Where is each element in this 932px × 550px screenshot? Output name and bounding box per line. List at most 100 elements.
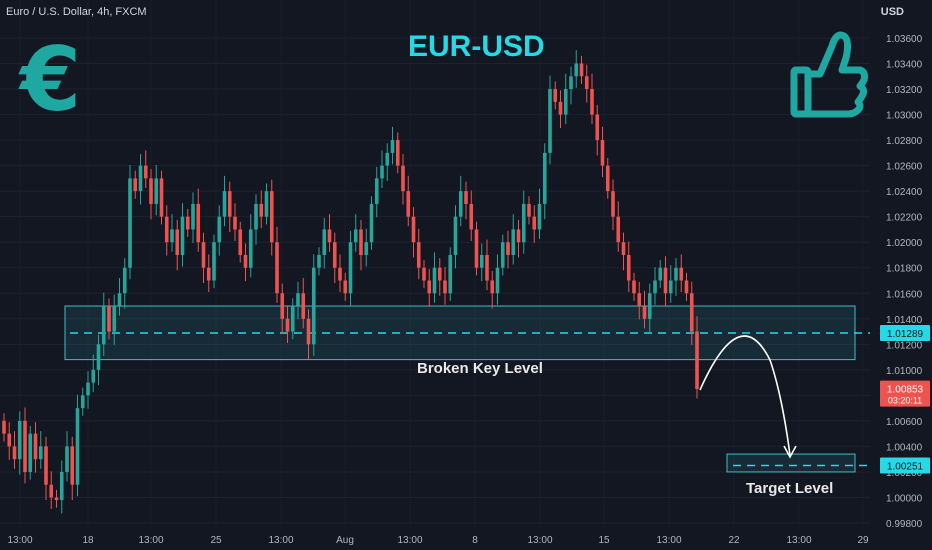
candle <box>432 267 437 294</box>
last-price-tag <box>880 380 930 407</box>
candle <box>2 420 6 434</box>
candle <box>406 191 411 217</box>
candle <box>621 242 626 255</box>
candle <box>290 306 295 332</box>
candle <box>663 267 668 294</box>
candle <box>44 446 48 485</box>
candle <box>33 433 38 460</box>
candle <box>348 242 353 294</box>
candle <box>206 267 211 281</box>
y-tick-label: 1.03200 <box>886 85 923 96</box>
candle <box>385 152 390 166</box>
candle <box>416 242 421 268</box>
thumbs-up-icon <box>790 28 870 123</box>
candle <box>395 140 400 166</box>
candle <box>553 89 558 102</box>
candle <box>338 267 342 281</box>
y-tick-label: 1.03000 <box>886 111 923 122</box>
candle <box>600 140 605 166</box>
key-level-tag <box>880 324 930 341</box>
candle <box>185 216 190 230</box>
candle <box>17 420 22 460</box>
y-tick-label: 1.01000 <box>886 366 923 377</box>
candle <box>516 229 521 243</box>
candle <box>490 280 495 294</box>
candle <box>254 203 258 230</box>
candle <box>595 114 600 141</box>
candle <box>637 293 642 307</box>
candle <box>684 280 689 294</box>
x-tick-label: 13:00 <box>268 535 293 546</box>
candle <box>101 306 106 345</box>
y-tick-label: 1.02000 <box>886 238 923 249</box>
candle <box>70 446 75 485</box>
x-tick-label: 13:00 <box>656 535 681 546</box>
candle <box>632 280 636 294</box>
candle <box>401 165 405 192</box>
candle <box>542 152 547 204</box>
candle <box>196 203 201 243</box>
candle <box>175 229 180 255</box>
candle <box>311 267 316 345</box>
candle <box>12 446 17 460</box>
x-tick-label: 13:00 <box>397 535 422 546</box>
y-tick-label: 1.01200 <box>886 340 923 351</box>
candle <box>170 229 174 243</box>
candle <box>138 165 143 192</box>
y-tick-label: 1.01400 <box>886 315 923 326</box>
candle <box>49 484 54 498</box>
candle <box>500 242 505 268</box>
candle <box>364 242 369 255</box>
candle <box>306 318 311 345</box>
candle <box>128 178 132 268</box>
y-tick-label: 1.03600 <box>886 34 923 45</box>
candle <box>563 89 568 115</box>
candle <box>689 293 694 332</box>
key-level-tag-text: 1.01289 <box>887 329 924 340</box>
candle <box>301 293 306 319</box>
candle <box>80 395 85 409</box>
candle <box>642 306 647 319</box>
candle <box>574 63 579 77</box>
candle <box>96 344 101 370</box>
candle <box>112 306 117 332</box>
candle <box>59 471 64 501</box>
candle <box>569 76 573 90</box>
candle <box>579 63 584 77</box>
candle <box>548 89 552 153</box>
candle <box>238 229 243 255</box>
candle <box>133 178 138 192</box>
y-tick-label: 0.99800 <box>886 519 923 530</box>
candle <box>590 89 594 115</box>
y-tick-label: 1.00400 <box>886 442 923 453</box>
candle <box>443 280 447 294</box>
candle <box>474 229 479 268</box>
candle <box>28 433 33 472</box>
candle <box>227 191 232 217</box>
candle <box>191 203 195 230</box>
candle <box>511 229 516 255</box>
countdown-text: 03:20:11 <box>888 396 922 406</box>
chart-title: EUR-USD <box>408 30 545 63</box>
candle <box>374 178 379 204</box>
candle <box>332 242 337 268</box>
candle <box>86 382 90 396</box>
candle <box>54 497 59 501</box>
x-tick-label: 13:00 <box>786 535 811 546</box>
y-tick-label: 1.02400 <box>886 187 923 198</box>
candle <box>317 254 321 268</box>
candle <box>647 293 652 319</box>
candle <box>327 229 332 243</box>
candle <box>122 267 127 294</box>
candle <box>296 293 300 307</box>
candle <box>427 280 432 294</box>
arrow-head-icon <box>783 445 797 459</box>
candle <box>605 165 610 192</box>
candle <box>23 420 27 472</box>
candle <box>7 433 12 447</box>
candle <box>616 216 621 243</box>
x-tick-label: 18 <box>82 535 94 546</box>
candle <box>506 242 510 255</box>
currency-label: USD <box>880 6 904 18</box>
